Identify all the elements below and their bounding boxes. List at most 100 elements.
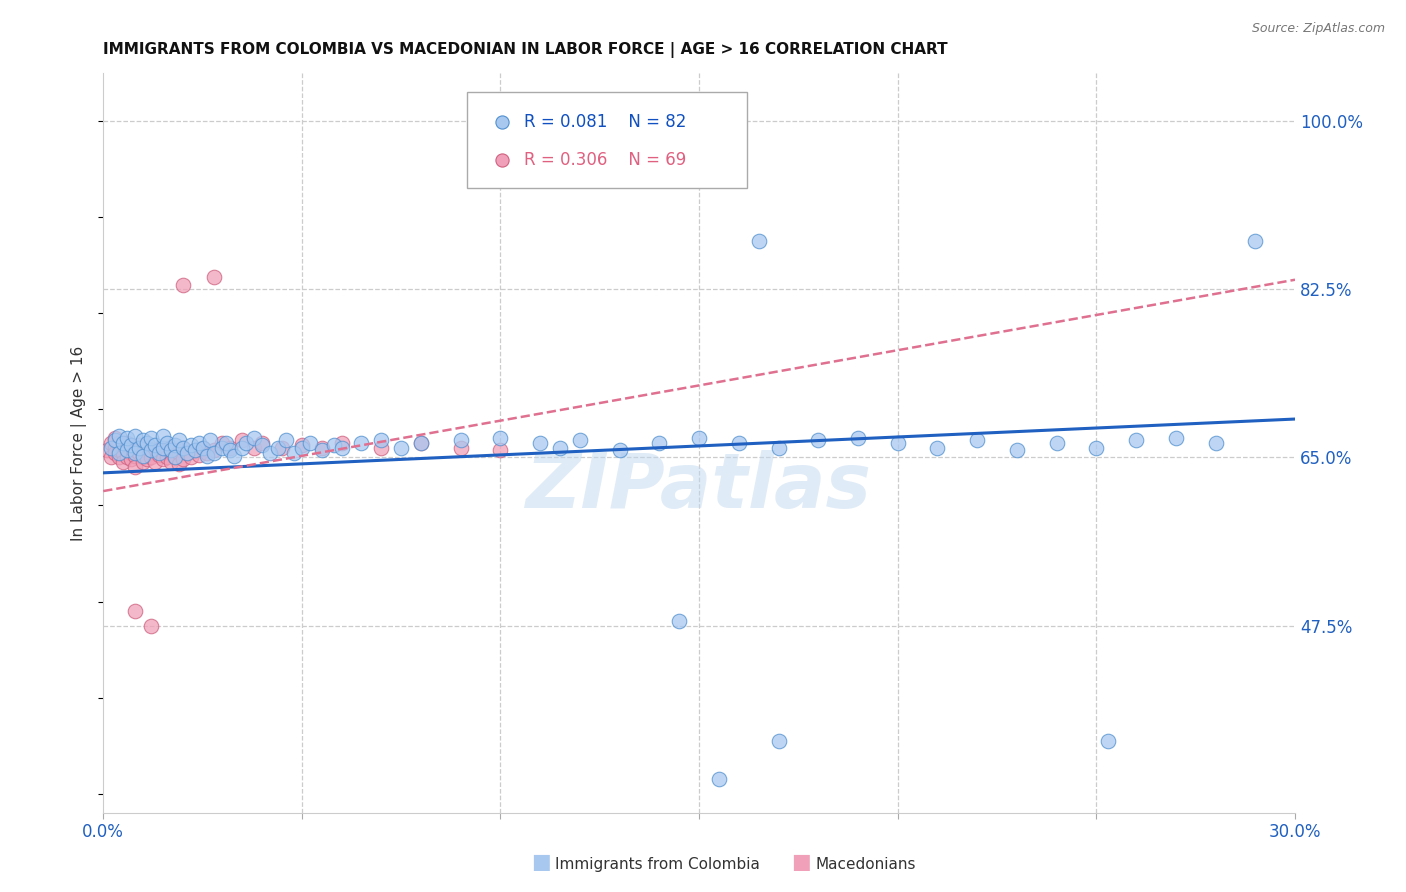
Point [124,445,146,459]
Point [124,449,146,463]
Point [267,441,290,455]
Point [887,436,910,450]
Point [132,450,155,465]
Point [180,450,202,465]
Point [231,441,253,455]
Point [195,449,218,463]
Point [108,450,131,465]
Text: Macedonians: Macedonians [815,857,915,872]
Point [668,614,690,628]
Text: R = 0.306    N = 69: R = 0.306 N = 69 [524,151,686,169]
Point [283,445,305,459]
Point [128,441,150,455]
Point [291,441,314,455]
Point [250,436,273,450]
Point [1005,442,1028,457]
Point [115,436,138,450]
Point [200,433,222,447]
Point [370,441,392,455]
Point [1244,235,1267,249]
Point [231,433,253,447]
FancyBboxPatch shape [467,92,747,188]
Point [235,436,257,450]
Point [568,433,591,447]
Point [1085,441,1108,455]
Point [370,433,392,447]
Point [159,445,181,459]
Point [148,441,170,455]
Point [139,431,162,445]
Text: Immigrants from Colombia: Immigrants from Colombia [555,857,761,872]
Point [163,438,186,452]
Point [450,433,472,447]
Point [204,269,226,284]
Point [156,450,179,465]
Point [128,445,150,459]
Point [152,445,174,459]
Point [135,452,157,467]
Point [1125,433,1147,447]
Point [927,441,949,455]
Point [1046,436,1069,450]
Point [768,441,790,455]
Point [548,441,571,455]
Text: IMMIGRANTS FROM COLOMBIA VS MACEDONIAN IN LABOR FORCE | AGE > 16 CORRELATION CHA: IMMIGRANTS FROM COLOMBIA VS MACEDONIAN I… [103,42,948,58]
Point [115,431,138,445]
Point [167,457,190,471]
Point [108,429,131,443]
Point [330,436,353,450]
Point [183,442,205,457]
Point [148,448,170,462]
Point [124,442,146,457]
Point [163,450,186,465]
Point [112,455,135,469]
Point [124,460,146,475]
Point [115,450,138,465]
Point [124,604,146,618]
Point [195,445,218,459]
Point [648,436,671,450]
Point [172,441,194,455]
Point [311,441,333,455]
Point [132,455,155,469]
Point [211,441,233,455]
Point [152,452,174,467]
Point [128,438,150,452]
Point [159,455,181,469]
Point [409,436,432,450]
Point [409,436,432,450]
Point [120,441,142,455]
Point [846,431,869,445]
Point [148,445,170,459]
Point [707,772,730,787]
Point [291,438,314,452]
Point [143,442,166,457]
Point [219,442,242,457]
Point [259,445,281,459]
Text: ■: ■ [792,853,811,872]
Point [135,441,157,455]
Point [115,442,138,457]
Point [243,431,266,445]
Point [100,450,122,465]
Point [163,442,186,457]
Point [120,452,142,467]
Point [215,436,238,450]
Point [108,445,131,459]
Point [204,442,226,457]
Point [807,433,830,447]
Point [529,436,551,450]
Point [167,433,190,447]
Point [143,438,166,452]
Text: ■: ■ [531,853,551,872]
Point [330,441,353,455]
Point [172,277,194,292]
Point [748,235,770,249]
Point [108,442,131,457]
Text: ZIPatlas: ZIPatlas [526,450,872,524]
Point [159,442,181,457]
Point [219,441,242,455]
Point [167,445,190,459]
Point [152,429,174,443]
Point [104,433,127,447]
